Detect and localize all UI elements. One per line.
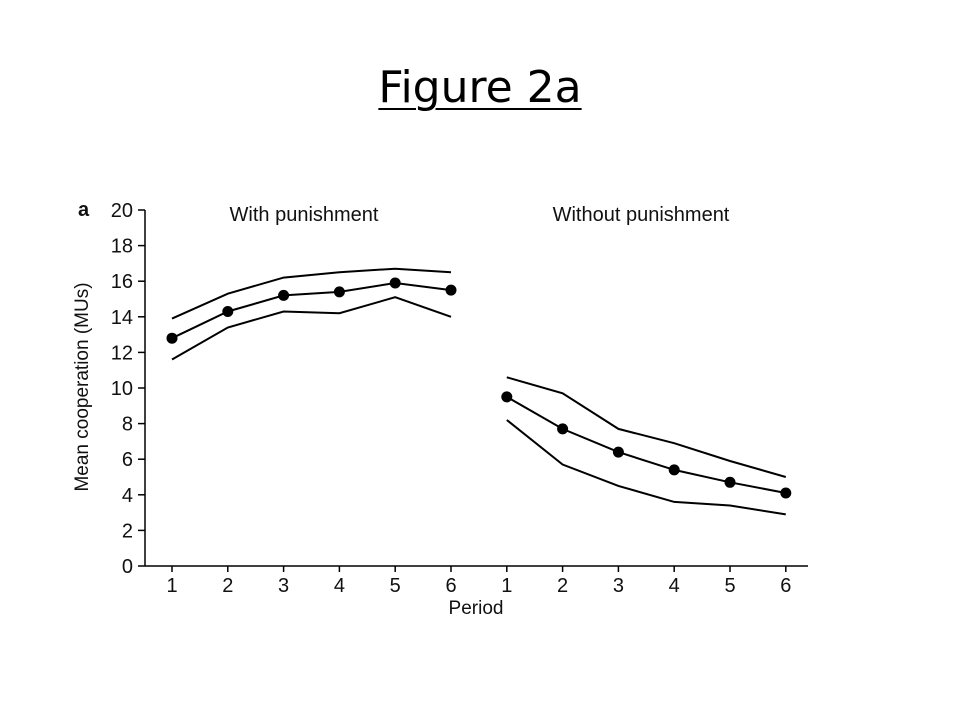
upper-bound-line-group-1: [171, 267, 452, 320]
x-tick-label: 1: [166, 575, 177, 597]
x-tick-label: 1: [501, 575, 512, 597]
y-tick-label: 12: [111, 342, 133, 364]
y-tick-label: 20: [111, 200, 133, 222]
x-tick-label: 6: [445, 575, 456, 597]
mean-point: [333, 286, 345, 298]
mean-point: [166, 332, 178, 344]
x-tick-label: 5: [390, 575, 401, 597]
x-tick-label: 2: [222, 575, 233, 597]
x-tick-label: 3: [613, 575, 624, 597]
panel-label: a: [78, 199, 90, 221]
y-tick-label: 8: [122, 414, 133, 436]
x-axis-label: Period: [449, 598, 504, 619]
y-tick-label: 18: [111, 236, 133, 258]
y-tick-label: 4: [122, 485, 133, 507]
y-tick-label: 2: [122, 520, 133, 542]
mean-point: [222, 306, 234, 317]
mean-point: [501, 391, 513, 403]
mean-line-group-1: [171, 281, 452, 340]
x-tick-label: 3: [278, 575, 289, 597]
mean-point: [612, 446, 624, 458]
y-tick-label: 16: [111, 271, 133, 293]
slide-title: Figure 2a: [378, 62, 582, 113]
mean-line-group-2: [506, 396, 786, 494]
lower-bound-line-group-2: [506, 419, 786, 516]
x-tick-label: 2: [557, 575, 568, 597]
mean-point: [557, 423, 569, 435]
y-tick-label: 6: [122, 449, 133, 471]
mean-point: [445, 284, 457, 296]
mean-point: [780, 487, 792, 499]
group-label-with-punishment: With punishment: [230, 204, 379, 226]
mean-point: [668, 464, 680, 476]
upper-bound-line-group-2: [506, 376, 787, 478]
plot-marks: [166, 267, 792, 516]
y-tick-label: 0: [122, 556, 133, 578]
x-tick-label: 6: [780, 575, 791, 597]
y-tick-label: 10: [111, 378, 133, 400]
lower-bound-line-group-1: [171, 296, 452, 361]
y-axis-label: Mean cooperation (MUs): [72, 282, 93, 491]
x-tick-label: 4: [334, 575, 345, 597]
mean-point: [278, 289, 290, 301]
x-tick-label: 4: [669, 575, 680, 597]
x-tick-label: 5: [724, 575, 735, 597]
y-tick-label: 14: [111, 307, 133, 329]
group-label-without-punishment: Without punishment: [553, 204, 730, 226]
mean-point: [389, 277, 401, 289]
mean-point: [724, 476, 736, 488]
